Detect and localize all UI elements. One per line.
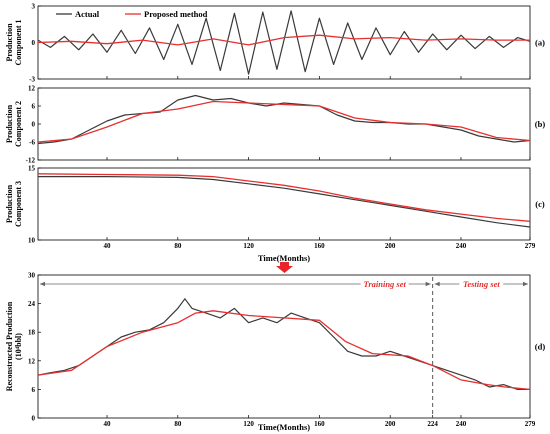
- panel-b: -12 -6 0 6 12 (b) Production Component 2: [5, 85, 545, 165]
- y-tick-label: 12: [28, 357, 36, 365]
- series-proposed-line: [38, 100, 530, 143]
- x-tick-label: 240: [456, 242, 467, 250]
- x-tick-label: 160: [314, 420, 325, 428]
- x-tick-label: 240: [456, 420, 467, 428]
- figure-extras: Actual Proposed method Time(Months) Time(Mo…: [56, 9, 310, 432]
- y-tick-label: 10: [28, 237, 36, 245]
- panel-label: (a): [535, 38, 545, 48]
- y-axis-label: Component 3: [14, 181, 23, 227]
- legend-label-proposed: Proposed method: [144, 9, 208, 19]
- panel-label: (d): [535, 342, 546, 352]
- y-tick-label: 15: [28, 165, 36, 173]
- series-actual-line: [38, 298, 530, 390]
- y-axis-label: Component 2: [14, 101, 23, 147]
- x-axis-label-top: Time(Months): [258, 253, 310, 263]
- y-axis-label: Production: [5, 23, 14, 62]
- y-tick-label: -3: [29, 76, 35, 84]
- series-actual-line: [38, 94, 530, 145]
- training-arrowhead-right: [425, 281, 431, 287]
- panel-d: 0 6 12 18 24 30 40 80 120 160 200 224 240 279 (d) Recon…: [5, 272, 545, 429]
- x-tick-label: 40: [104, 420, 112, 428]
- panel-label: (b): [535, 119, 546, 129]
- x-tick-label: 200: [385, 420, 396, 428]
- x-tick-label: 279: [525, 242, 536, 250]
- x-tick-label: 200: [385, 242, 396, 250]
- y-tick-label: -6: [29, 139, 35, 147]
- y-tick-label: 6: [32, 103, 36, 111]
- y-tick-label: 18: [28, 329, 36, 337]
- training-arrowhead-left: [40, 281, 45, 287]
- x-tick-label: 160: [314, 242, 325, 250]
- training-label-bg: [360, 278, 409, 289]
- y-tick-label: 6: [32, 386, 36, 394]
- y-axis-label: Component 1: [14, 19, 23, 65]
- legend-label-actual: Actual: [75, 9, 100, 19]
- panel-c: 10 15 40 80 120 160 200 240 279 (c) Production Comp…: [5, 165, 545, 251]
- y-tick-label: 24: [28, 300, 36, 308]
- series-actual-line: [38, 176, 530, 228]
- x-tick-label: 120: [243, 242, 254, 250]
- x-tick-label: 120: [243, 420, 254, 428]
- y-tick-label: 3: [32, 3, 36, 11]
- y-tick-label: 0: [32, 415, 36, 423]
- red-down-arrow-icon: [276, 262, 293, 273]
- series-proposed-line: [38, 310, 530, 391]
- x-tick-label: 80: [174, 242, 182, 250]
- y-tick-label: 0: [32, 39, 36, 47]
- y-axis-label: (10⁴bbl): [14, 333, 23, 360]
- x-tick-label: 80: [174, 420, 182, 428]
- testing-arrowhead-left: [434, 281, 440, 287]
- y-axis-label: Production: [5, 184, 14, 223]
- y-tick-label: 12: [28, 85, 36, 93]
- x-tick-label: 279: [525, 420, 536, 428]
- legend: Actual Proposed method: [56, 9, 208, 19]
- panel-a: -3 0 3 (a) Production Component 1: [5, 3, 545, 84]
- plot-frame: [37, 167, 531, 241]
- training-set-label: Training set: [363, 279, 406, 289]
- y-tick-label: 0: [32, 121, 36, 129]
- panel-label: (c): [535, 199, 545, 209]
- y-axis-label: Production: [5, 104, 14, 143]
- testing-set-label: Testing set: [463, 279, 500, 289]
- plot-frame: [37, 274, 531, 419]
- x-axis-label-bottom: Time(Months): [258, 422, 310, 432]
- y-axis-label: Reconstructed Production: [5, 301, 14, 391]
- series-actual-line: [38, 10, 530, 75]
- series-proposed-line: [38, 173, 530, 222]
- series-proposed-line: [38, 34, 530, 46]
- y-tick-label: 30: [28, 272, 36, 280]
- x-tick-label: 40: [104, 242, 112, 250]
- testing-arrowhead-right: [523, 281, 528, 287]
- x-tick-label: 224: [427, 420, 438, 428]
- y-tick-label: -12: [26, 157, 36, 165]
- plot-frame: [37, 87, 531, 161]
- testing-label-bg: [459, 278, 504, 289]
